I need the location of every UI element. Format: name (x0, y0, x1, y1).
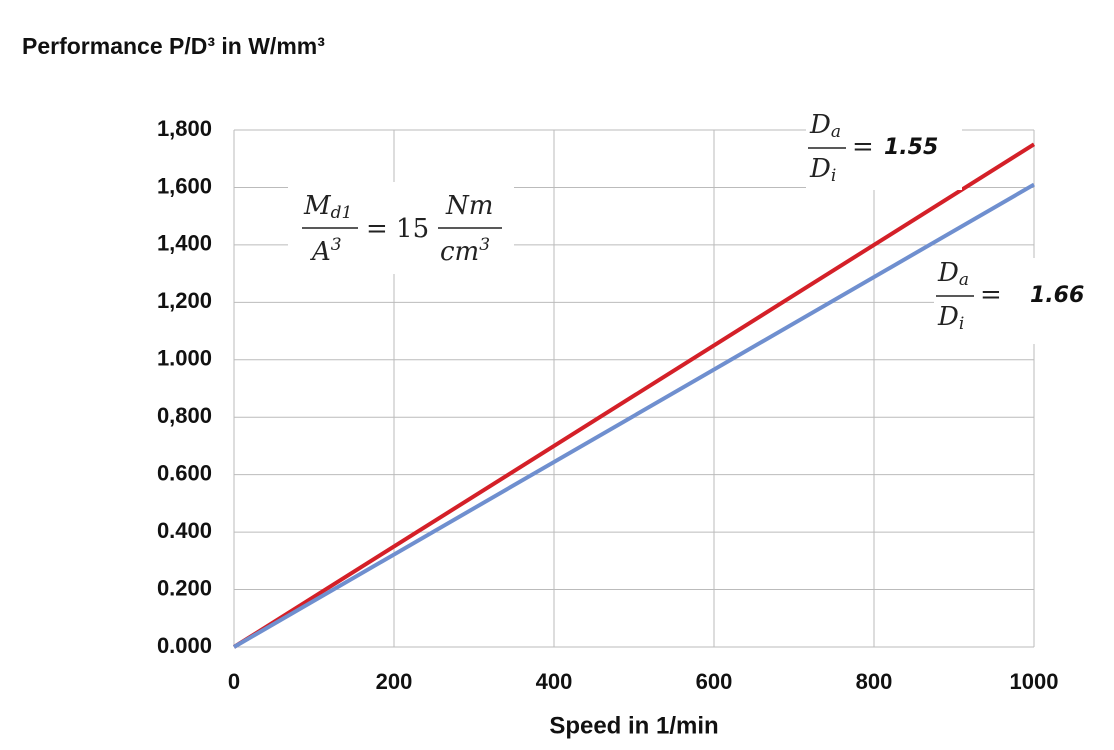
label-num-main: D (809, 110, 831, 140)
label-num-main: D (937, 258, 959, 288)
x-tick-label: 400 (536, 669, 573, 694)
lines (232, 142, 1036, 649)
y-tick-label: 0,800 (157, 403, 212, 428)
formula-num: Md1 (303, 191, 352, 223)
label-den: Di (809, 154, 836, 186)
label-num: Da (937, 258, 969, 290)
formula-unit-num: Nm (445, 191, 493, 221)
label-den-sub: i (959, 314, 964, 334)
label-den: Di (937, 302, 964, 334)
x-tick-label: 1000 (1010, 669, 1059, 694)
chart-title: Performance P/D³ in W/mm³ (22, 33, 325, 59)
y-tick-label: 0.200 (157, 575, 212, 600)
y-tick-label: 1.000 (157, 346, 212, 371)
label-den-main: D (937, 302, 959, 332)
y-tick-label: 0.600 (157, 460, 212, 485)
series-label: 1.66 (1030, 283, 1084, 308)
y-tick-label: 1,600 (157, 173, 212, 198)
label-num-sub: a (831, 122, 841, 142)
label-eq: = (852, 132, 874, 162)
axis: 0.000 0.200 0.400 0.600 0,800 1.000 1,200 1,400… (157, 116, 1059, 694)
y-tick-label: 0.000 (157, 633, 212, 658)
y-tick-label: 1,400 (157, 231, 212, 256)
label-den-sub: i (831, 166, 836, 186)
line (232, 142, 1036, 649)
y-tick-label: 1,800 (157, 116, 212, 141)
y-tick-label: 0.400 (157, 518, 212, 543)
x-tick-label: 200 (376, 669, 413, 694)
x-tick-label: 800 (856, 669, 893, 694)
series-label: 1.55 (884, 135, 938, 160)
label-num: Da (809, 110, 841, 142)
y-tick-label: 1,200 (157, 288, 212, 313)
x-axis-label: Speed in 1/min (549, 712, 718, 739)
x-tick-label: 0 (228, 669, 240, 694)
label-num-sub: a (959, 270, 969, 290)
label-box (934, 258, 1084, 344)
x-tick-label: 600 (696, 669, 733, 694)
formula-den: A3 (310, 235, 342, 268)
label-den-main: D (809, 154, 831, 184)
label-box (806, 110, 962, 190)
formula-eq: = 15 (366, 214, 429, 244)
line (232, 182, 1036, 649)
label-eq: = (980, 280, 1002, 310)
formula-unit-den: cm3 (440, 235, 490, 268)
